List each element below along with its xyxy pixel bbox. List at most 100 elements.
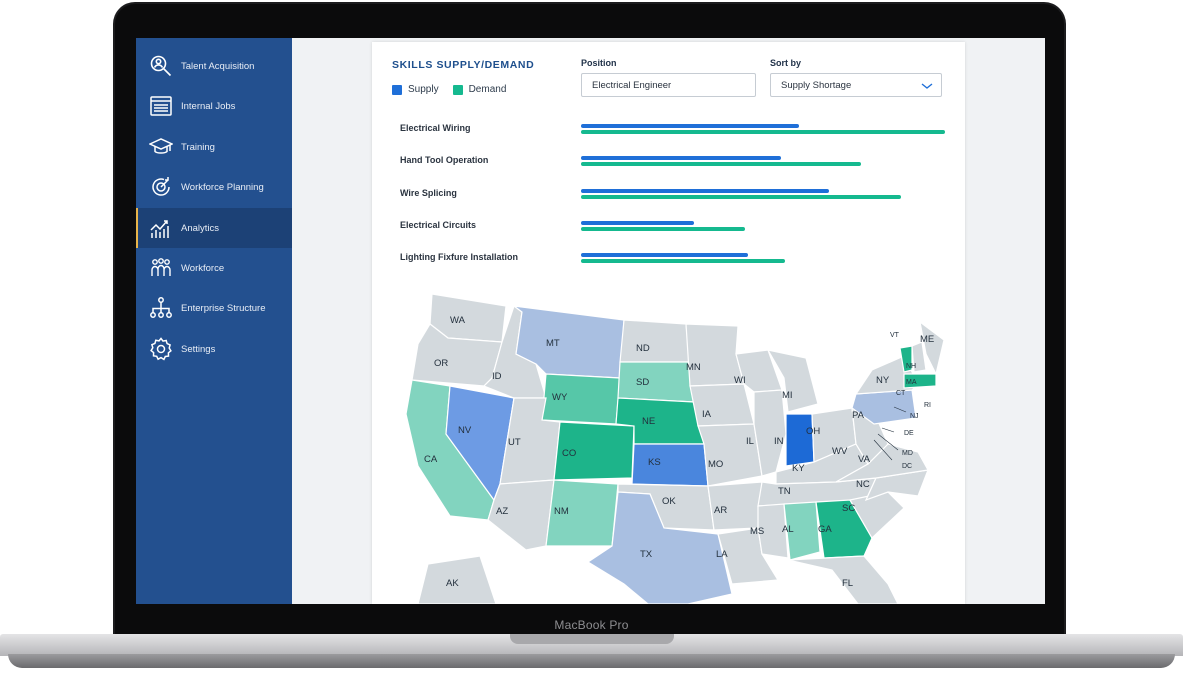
position-label: Position [581,58,617,68]
state-vt [899,345,913,373]
chart-legend: Supply Demand [392,84,506,95]
map-label-ct: CT [896,390,906,397]
map-label-sd: SD [636,377,649,388]
map-label-ri: RI [924,402,931,409]
state-in [785,413,815,467]
demand-bar [581,130,945,134]
map-label-nc: NC [856,479,870,490]
sidebar-item-workforce[interactable]: Workforce [136,248,292,288]
people-group-icon [148,255,174,281]
legend-supply: Supply [408,84,439,95]
state-mo [697,423,763,487]
state-fl [787,555,899,604]
document-list-icon [148,93,174,119]
sidebar-item-label: Internal Jobs [181,100,236,112]
search-person-icon [148,53,174,79]
map-label-sc: SC [842,503,855,514]
sidebar-item-talent-acquisition[interactable]: Talent Acquisition [136,46,292,86]
map-label-va: VA [858,454,871,465]
org-chart-icon [148,295,174,321]
laptop-base [0,634,1183,656]
map-label-ia: IA [702,409,712,420]
state-ia [689,383,755,427]
sidebar-item-internal-jobs[interactable]: Internal Jobs [136,86,292,126]
state-ak [417,555,497,604]
demand-bar [581,162,862,167]
map-label-wv: WV [832,446,848,457]
sidebar-item-label: Enterprise Structure [181,302,266,314]
map-label-nm: NM [554,506,569,517]
supply-bar [581,124,800,128]
sidebar-item-training[interactable]: Training [136,127,292,167]
sort-select[interactable]: Supply Shortage [770,73,942,97]
demand-bar [581,259,785,264]
map-label-tx: TX [640,549,653,560]
map-label-il: IL [746,436,754,447]
map-label-al: AL [782,524,794,535]
state-la [717,527,780,585]
state-sd [617,361,695,403]
state-ms [757,503,789,559]
sidebar-item-label: Workforce Planning [181,181,264,193]
state-ks [631,443,709,487]
sidebar-item-enterprise-structure[interactable]: Enterprise Structure [136,288,292,328]
skill-label: Wire Splicing [400,187,457,198]
sidebar-item-label: Training [181,141,215,153]
map-label-mo: MO [708,459,723,470]
map-label-ar: AR [714,505,727,516]
map-label-or: OR [434,358,448,369]
sidebar-item-analytics[interactable]: Analytics [136,208,292,248]
sidebar-item-settings[interactable]: Settings [136,329,292,369]
supply-bar [581,156,782,161]
state-ma [903,373,937,389]
map-label-wy: WY [552,392,568,403]
panel-title: SKILLS SUPPLY/DEMAND [392,59,535,71]
map-label-nh: NH [906,363,916,370]
map-label-md: MD [902,450,913,457]
skill-label: Electrical Wiring [400,123,471,133]
map-label-nd: ND [636,343,650,354]
us-states-map: WA OR CA NV ID MT WY UT AZ CO NM ND SD N… [405,294,945,604]
map-label-pa: PA [852,410,865,421]
skill-label: Hand Tool Operation [400,155,489,166]
map-label-ca: CA [424,454,438,465]
map-label-de: DE [904,430,914,437]
map-label-me: ME [920,334,934,345]
demand-bar [581,194,902,199]
map-label-dc: DC [902,463,912,470]
map-label-wi: WI [734,375,746,386]
map-label-fl: FL [842,578,853,589]
map-label-id: ID [492,371,502,382]
supply-bar [581,220,694,225]
graduation-cap-icon [148,134,174,160]
state-nd [619,319,691,363]
map-label-ks: KS [648,457,661,468]
map-label-vt: VT [890,332,900,339]
state-pa [851,389,917,425]
demand-swatch [452,84,463,95]
sidebar-item-label: Talent Acquisition [181,60,255,72]
supply-bar [581,188,829,193]
map-label-ma: MA [906,379,917,386]
legend-demand: Demand [468,84,507,95]
map-label-ny: NY [876,375,890,386]
position-input[interactable]: Electrical Engineer [581,73,756,97]
state-nh [911,341,927,373]
demand-bar [581,226,745,231]
gear-icon [148,336,174,362]
sidebar-item-label: Settings [181,343,216,355]
laptop-base-bottom [8,654,1175,668]
map-label-nv: NV [458,425,472,436]
line-chart-icon [148,215,174,241]
map-label-wa: WA [450,315,466,326]
skill-label: Lighting Fixfure Installation [400,252,518,263]
app-screen: Talent Acquisition Internal Jobs Trainin… [136,38,1045,604]
state-tx [586,491,733,604]
state-mi [766,349,819,413]
map-label-tn: TN [778,486,791,497]
map-label-co: CO [562,448,576,459]
sidebar-item-workforce-planning[interactable]: Workforce Planning [136,167,292,207]
map-label-ne: NE [642,416,655,427]
position-value: Electrical Engineer [592,79,672,91]
map-label-ga: GA [818,524,832,535]
